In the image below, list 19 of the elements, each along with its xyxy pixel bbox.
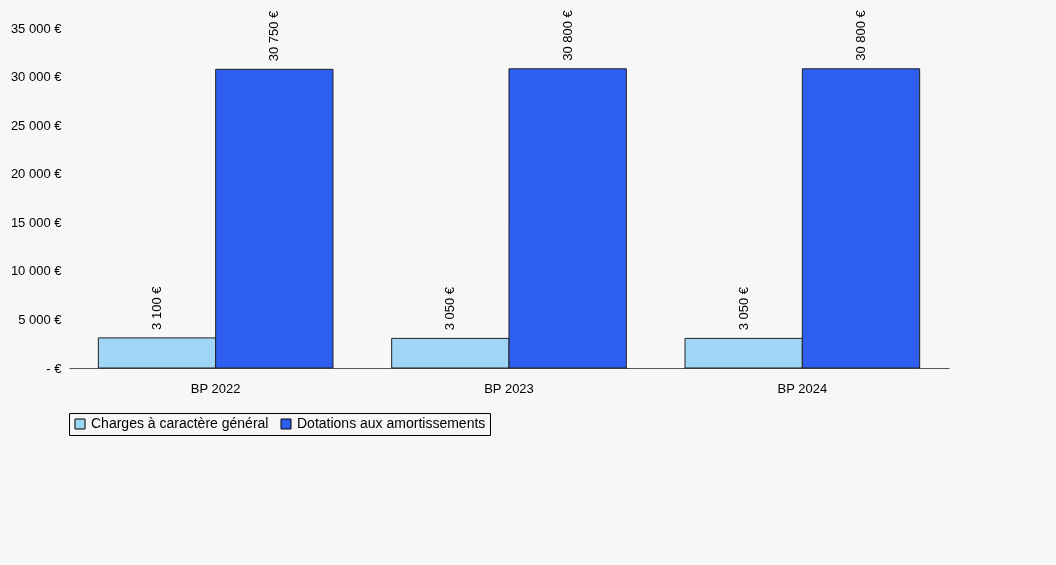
legend-label: Charges à caractère général	[91, 415, 269, 431]
data-label: 30 750 €	[266, 9, 282, 62]
data-label: 30 800 €	[559, 9, 575, 61]
y-tick-label: 15 000 €	[10, 214, 63, 230]
data-label: 3 100 €	[149, 285, 164, 330]
y-tick-label: 35 000 €	[10, 20, 63, 36]
y-tick-label: 5 000 €	[18, 311, 63, 327]
data-label: 3 050 €	[442, 286, 458, 331]
legend-label: Dotations aux amortissements	[297, 415, 486, 431]
x-tick-label: BP 2024	[777, 380, 828, 396]
y-tick-label: 20 000 €	[10, 166, 63, 182]
y-tick-label: 10 000 €	[10, 263, 63, 279]
x-tick-label: BP 2022	[190, 380, 241, 396]
y-tick-label: - €	[46, 360, 63, 376]
data-label: 30 800 €	[853, 9, 868, 61]
x-tick-label: BP 2023	[484, 380, 534, 396]
y-tick-label: 30 000 €	[10, 69, 63, 85]
y-tick-label: 25 000 €	[10, 117, 63, 133]
data-label: 3 050 €	[735, 286, 751, 331]
